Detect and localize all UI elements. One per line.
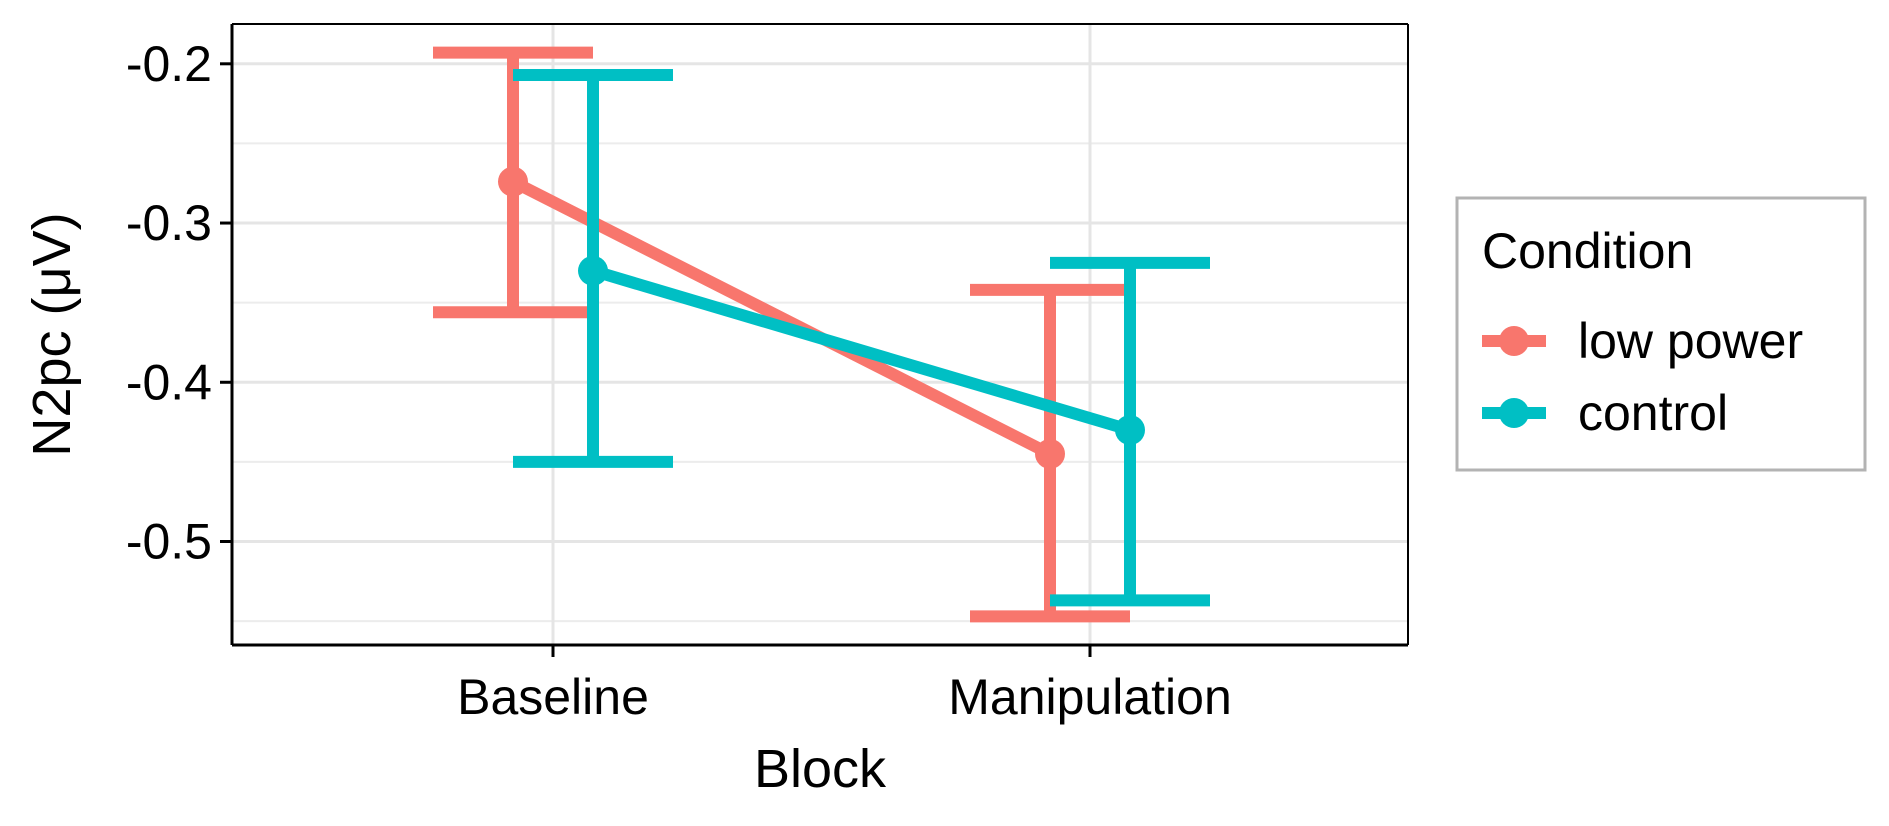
series-layer xyxy=(433,46,1210,623)
series-control xyxy=(513,68,1210,607)
x-tick-label: Baseline xyxy=(457,669,649,725)
y-tick-label: -0.3 xyxy=(126,195,212,251)
series-low-power xyxy=(433,46,1130,623)
series-line xyxy=(510,176,1053,460)
legend-label: control xyxy=(1578,385,1728,441)
series-line xyxy=(591,265,1132,436)
legend: Condition low power control xyxy=(1455,196,1867,472)
legend-key-point xyxy=(1499,326,1529,356)
y-tick-label: -0.2 xyxy=(126,36,212,92)
y-axis-title: N2pc (μV) xyxy=(22,212,82,456)
data-point xyxy=(578,255,608,286)
y-tick-label: -0.4 xyxy=(126,354,212,410)
x-tick-label: Manipulation xyxy=(948,669,1232,725)
legend-key-point xyxy=(1499,398,1529,428)
axes: -0.5 -0.4 -0.3 -0.2 Baseline Manipulation xyxy=(126,23,1409,725)
x-axis-title: Block xyxy=(754,739,887,799)
legend-title: Condition xyxy=(1482,223,1693,279)
data-point xyxy=(498,166,528,197)
legend-items: low power control xyxy=(1482,313,1803,441)
grid xyxy=(232,24,1408,645)
y-tick-label: -0.5 xyxy=(126,514,212,570)
legend-label: low power xyxy=(1578,313,1803,369)
data-point xyxy=(1115,415,1145,446)
data-point xyxy=(1035,438,1065,469)
